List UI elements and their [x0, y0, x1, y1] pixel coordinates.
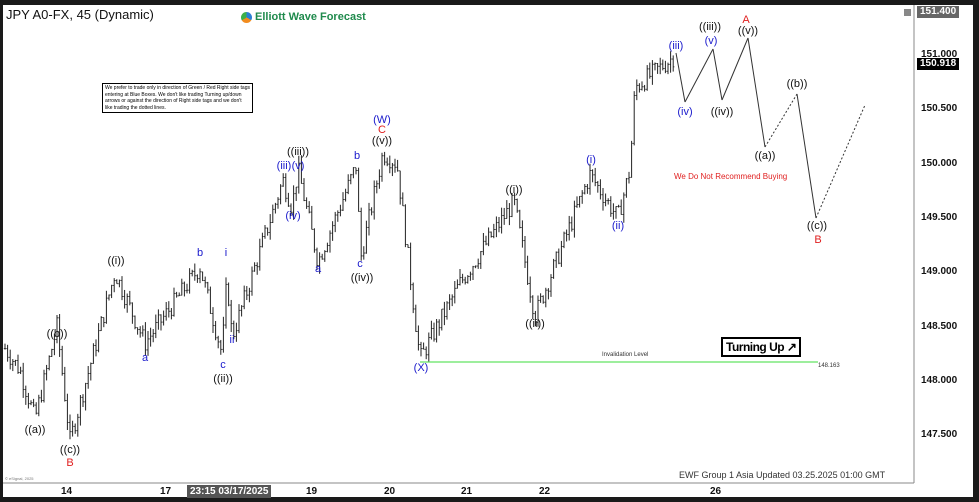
projection-line: [747, 37, 766, 148]
wave-label: b: [353, 150, 361, 162]
maximize-icon[interactable]: [904, 9, 911, 16]
wave-label: ((iii)): [699, 21, 721, 33]
invalidation-value: 148.163: [818, 363, 840, 369]
x-tick-label: 14: [61, 486, 73, 497]
wave-label: ((c)): [59, 444, 81, 456]
y-tick-label: 151.000: [921, 49, 958, 60]
projection-line: [721, 37, 749, 101]
wave-label: C: [378, 124, 386, 136]
update-note: EWF Group 1 Asia Updated 03.25.2025 01:0…: [679, 470, 886, 480]
x-tick-label: 19: [306, 486, 318, 497]
wave-label: B: [814, 234, 822, 246]
x-cursor-label: 23:15 03/17/2025: [187, 485, 272, 498]
wave-label: b: [196, 247, 204, 259]
wave-label: (iv): [285, 210, 301, 222]
y-tick-label: 150.500: [921, 103, 958, 115]
logo: Elliott Wave Forecast: [241, 11, 366, 23]
last-price-tag: 150.918: [917, 58, 960, 70]
projection-line: [684, 48, 714, 103]
y-tick-label: 148.500: [921, 320, 958, 332]
wave-label: a: [141, 352, 149, 364]
wave-label: ((b)): [786, 78, 808, 90]
y-tick-label: 149.000: [921, 266, 958, 278]
projection-line: [675, 52, 686, 103]
wave-label: (X): [413, 362, 429, 374]
wave-label: ((ii)): [525, 318, 545, 330]
wave-label: i: [224, 247, 228, 259]
chart-title: JPY A0-FX, 45 (Dynamic): [6, 7, 154, 22]
logo-icon: [241, 11, 252, 23]
y-tick-label: 149.500: [921, 212, 958, 224]
wave-label: ((v)): [371, 135, 393, 147]
y-tick-label: 150.000: [921, 157, 958, 169]
turning-up-badge: Turning Up ↗: [721, 337, 802, 357]
x-tick-label: 21: [461, 486, 473, 497]
trading-note: We prefer to trade only in direction of …: [102, 83, 253, 113]
wave-label: (ii): [611, 220, 625, 232]
wave-label: (i): [586, 154, 596, 166]
wave-label: c: [357, 258, 363, 270]
wave-label: c: [220, 359, 226, 371]
wave-label: ((v)): [737, 25, 759, 37]
y-tick-label: 148.000: [921, 375, 958, 387]
wave-label: A: [742, 14, 750, 26]
y-tick-label: 147.500: [921, 429, 958, 441]
wave-label: ((iii)): [287, 146, 309, 158]
wave-label: ((b)): [46, 328, 68, 340]
wave-label: ((a)): [754, 150, 776, 162]
wave-label: (v): [704, 35, 718, 47]
wave-label: ((c)): [806, 220, 828, 232]
x-tick-label: 17: [160, 486, 172, 497]
copyright: © eSignal, 2025: [5, 476, 34, 481]
wave-label: (iii): [668, 40, 684, 52]
x-tick-label: 22: [539, 486, 551, 497]
projection-line: [815, 104, 866, 219]
wave-label: B: [66, 457, 74, 469]
wave-label: (v): [291, 160, 305, 172]
wave-label: ((i)): [107, 255, 125, 267]
wave-label: a: [314, 263, 322, 275]
chart-frame: [3, 5, 973, 497]
logo-text: Elliott Wave Forecast: [255, 11, 366, 23]
wave-label: ((iv)): [710, 106, 734, 118]
wave-label: ((ii)): [213, 373, 233, 385]
wave-label: ((iv)): [350, 272, 374, 284]
projection-line: [764, 93, 798, 148]
projection-line: [796, 93, 817, 219]
no-buy-note: We Do Not Recommend Buying: [674, 172, 788, 181]
wave-label: (iv): [677, 106, 693, 118]
invalidation-label: Invalidation Level: [602, 352, 649, 358]
wave-label: ii: [229, 334, 235, 346]
wave-label: (iii): [276, 160, 292, 172]
top-price-tag: 151.400: [917, 6, 960, 18]
x-tick-label: 20: [384, 486, 396, 497]
wave-label: (W): [373, 114, 391, 126]
wave-label: ((a)): [24, 424, 46, 436]
x-tick-label: 26: [710, 486, 722, 497]
projection-line: [712, 48, 723, 101]
wave-label: ((i)): [505, 184, 523, 196]
